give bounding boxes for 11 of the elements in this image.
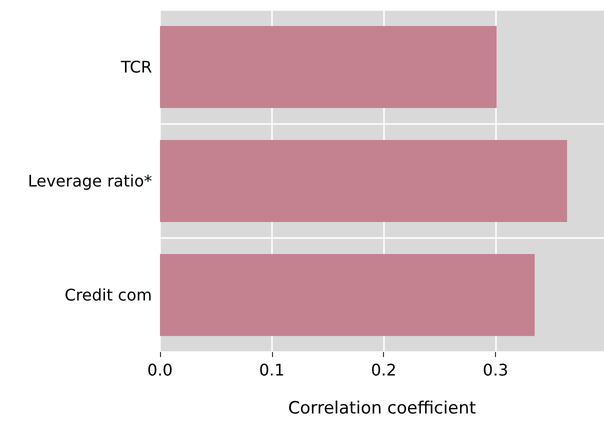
- x-axis-title: Correlation coefficient: [288, 398, 476, 418]
- y-tick-label: Credit com: [64, 286, 152, 304]
- bar: [160, 140, 568, 222]
- x-tick-label: 0.2: [370, 360, 396, 380]
- bar: [160, 254, 535, 336]
- x-tick-label: 0.3: [482, 360, 508, 380]
- x-tick-label: 0.0: [147, 360, 173, 380]
- y-tick-label: TCR: [120, 58, 152, 76]
- bar: [160, 26, 497, 108]
- y-tick-label: Leverage ratio*: [28, 172, 152, 190]
- x-tick-label: 0.1: [259, 360, 285, 380]
